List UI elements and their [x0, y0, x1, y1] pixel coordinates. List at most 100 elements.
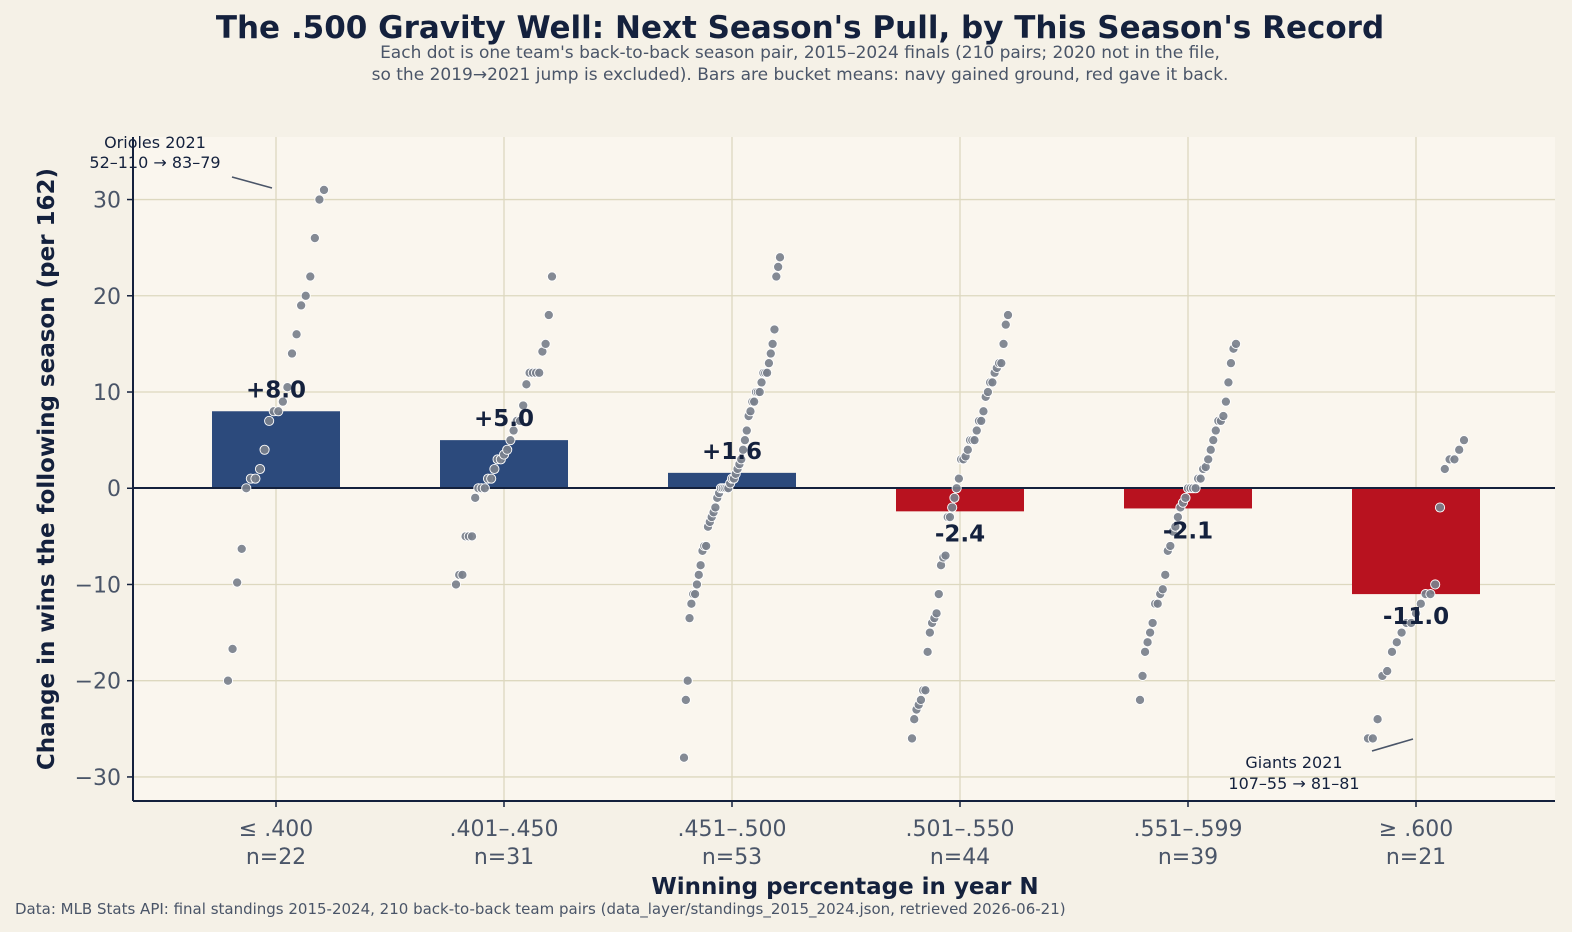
annotation-giants-line-1: Giants 2021 [1245, 753, 1342, 772]
chart-title: The .500 Gravity Well: Next Season's Pul… [216, 10, 1384, 46]
data-point [1165, 540, 1176, 552]
data-point [1203, 454, 1214, 465]
data-point [693, 569, 704, 580]
data-point [951, 483, 962, 494]
x-tick-label: .451–.500 [678, 817, 787, 842]
bars [212, 411, 1480, 595]
data-point [457, 569, 468, 580]
data-point [259, 444, 270, 455]
data-point [1225, 358, 1236, 369]
data-point [1449, 454, 1460, 465]
data-point [1220, 396, 1231, 407]
data-point [1195, 473, 1206, 484]
data-point [762, 367, 773, 378]
data-point [1205, 444, 1216, 455]
y-tick-label: 30 [93, 189, 121, 214]
data-point [769, 324, 780, 335]
data-point [738, 444, 749, 455]
data-point [962, 444, 973, 455]
data-point [1454, 444, 1465, 455]
data-point [1142, 637, 1153, 648]
annotation-giants-pointer [1371, 738, 1414, 752]
data-point [273, 406, 284, 417]
data-point [745, 406, 756, 417]
data-point [1410, 608, 1422, 619]
data-point [1425, 589, 1436, 600]
data-point [309, 232, 320, 244]
data-point [1180, 492, 1191, 503]
plot-area [133, 137, 1555, 801]
data-point [773, 261, 784, 272]
x-ticks: ≤ .400 n=22 .401–.450 n=31 .451–.500 n=53 .501… [239, 801, 1453, 870]
data-point [922, 646, 933, 657]
data-point [949, 492, 960, 503]
data-point [691, 579, 702, 590]
data-point [1430, 579, 1441, 590]
data-point [920, 685, 931, 696]
data-point [305, 271, 316, 282]
data-point [1134, 694, 1146, 706]
data-point [1372, 714, 1383, 725]
data-point [931, 608, 942, 619]
data-point [763, 358, 774, 369]
data-point [767, 338, 778, 349]
data-point [1386, 646, 1398, 657]
data-point [736, 454, 747, 465]
data-point [291, 329, 302, 340]
data-point [1170, 521, 1181, 532]
data-point [254, 463, 266, 475]
bar [1352, 488, 1480, 595]
data-point [909, 714, 920, 725]
data-point [314, 194, 325, 205]
data-point [1223, 377, 1234, 388]
y-tick-label: 0 [107, 477, 121, 502]
data-point [236, 543, 247, 554]
data-point [1190, 483, 1201, 494]
data-point [678, 752, 690, 763]
annotation-giants: Giants 2021 107–55 → 81–81 [1228, 738, 1414, 793]
data-point [774, 252, 786, 263]
x-tick-count: n=21 [1386, 845, 1446, 870]
data-point [987, 377, 998, 388]
data-point [466, 531, 478, 542]
data-point [756, 377, 767, 388]
data-point [470, 492, 481, 503]
x-tick-count: n=31 [474, 845, 534, 870]
data-point [227, 643, 238, 655]
bar-value-label: -2.1 [1163, 518, 1213, 544]
data-point [502, 444, 513, 455]
data-point [1140, 646, 1151, 657]
x-tick-count: n=44 [930, 845, 990, 870]
data-point [1160, 569, 1171, 580]
data-point [1396, 627, 1407, 638]
bar-value-label: +1.6 [702, 439, 762, 465]
y-tick-label: 20 [93, 285, 121, 310]
data-point [264, 415, 275, 426]
bar-value-label: -11.0 [1383, 604, 1449, 630]
y-tick-label: −30 [75, 766, 121, 791]
x-tick-count: n=53 [702, 845, 762, 870]
data-point [906, 733, 918, 744]
y-axis-label: Change in wins the following season (per… [34, 168, 60, 770]
data-point [296, 300, 307, 311]
data-point [1218, 411, 1229, 422]
y-tick-label: 10 [93, 381, 121, 406]
data-point [982, 386, 993, 398]
bar [212, 411, 340, 489]
y-tick-label: −20 [75, 670, 121, 695]
data-point [933, 589, 944, 600]
data-point [684, 613, 695, 624]
data-point [277, 396, 288, 407]
data-point [754, 386, 765, 398]
data-point [739, 435, 750, 446]
data-point [450, 579, 462, 590]
data-point [1391, 637, 1402, 648]
source-note: Data: MLB Stats API: final standings 201… [15, 900, 1066, 919]
data-point [1137, 670, 1148, 681]
data-point [680, 694, 691, 706]
data-point [1152, 598, 1163, 609]
data-point [534, 367, 545, 378]
data-point [690, 589, 701, 600]
x-tick-label: ≤ .400 [239, 817, 313, 842]
